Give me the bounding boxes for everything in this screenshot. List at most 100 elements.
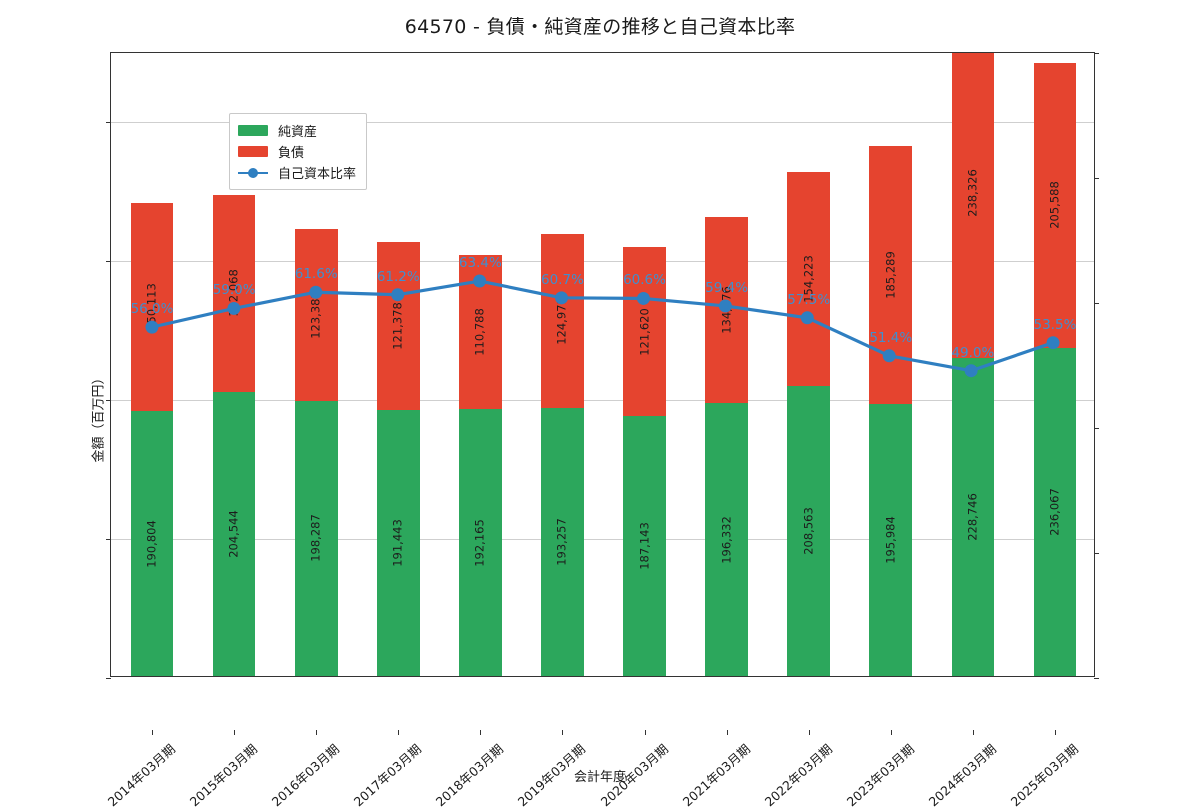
x-tick-mark xyxy=(1054,730,1056,735)
bar-segment-debt[interactable]: 205,588 xyxy=(1033,62,1077,349)
x-tick-mark xyxy=(152,730,154,735)
x-tick-mark xyxy=(562,730,564,735)
y-tick-mark-right xyxy=(1094,678,1099,679)
legend-line-marker-icon xyxy=(238,167,268,178)
bar-segment-debt[interactable]: 150,113 xyxy=(130,202,174,411)
x-tick-label: 2017年03月期 xyxy=(350,741,425,810)
ratio-marker[interactable] xyxy=(145,320,159,334)
bar-segment-equity[interactable]: 187,143 xyxy=(623,416,666,676)
bar-group[interactable]: 228,746 238,326 xyxy=(951,53,995,676)
bar-segment-equity[interactable]: 193,257 xyxy=(541,407,584,676)
ratio-value-label: 53.5% xyxy=(1033,316,1077,333)
plot-inner: 190,804 150,113 204,544 142,068 198,287 123,3… xyxy=(111,53,1094,676)
y-tick-mark-right xyxy=(1094,53,1099,54)
bar-segment-equity[interactable]: 195,984 xyxy=(869,403,913,676)
y-tick-mark-right xyxy=(1094,428,1099,429)
bar-segment-debt[interactable]: 123,385 xyxy=(294,229,338,401)
ratio-marker[interactable] xyxy=(555,291,569,305)
bar-segment-debt[interactable]: 142,068 xyxy=(212,194,256,392)
legend-item-label: 自己資本比率 xyxy=(278,167,357,182)
chart-title: 64570 - 負債・純資産の推移と自己資本比率 xyxy=(404,16,796,38)
x-tick-label: 2021年03月期 xyxy=(679,741,753,810)
ratio-marker[interactable] xyxy=(800,311,814,325)
chart-legend: 純資産負債自己資本比率 xyxy=(229,113,368,190)
x-tick-label: 2025年03月期 xyxy=(1007,741,1081,810)
bar-segment-equity[interactable]: 190,804 xyxy=(130,411,174,676)
bar-segment-equity[interactable]: 228,746 xyxy=(951,358,995,676)
bar-segment-debt[interactable]: 124,971 xyxy=(541,234,584,408)
ratio-marker[interactable] xyxy=(227,301,241,315)
x-tick-label: 2023年03月期 xyxy=(843,741,917,810)
x-tick-mark xyxy=(480,730,482,735)
x-tick-label: 2015年03月期 xyxy=(186,741,261,810)
bar-group[interactable]: 198,287 123,385 xyxy=(294,229,338,676)
ratio-value-label: 60.7% xyxy=(541,271,584,288)
ratio-marker[interactable] xyxy=(473,274,487,288)
ratio-marker[interactable] xyxy=(718,299,732,313)
x-tick-label: 2014年03月期 xyxy=(104,741,179,810)
x-tick-label: 2016年03月期 xyxy=(268,741,343,810)
ratio-value-label: 63.4% xyxy=(458,254,502,271)
gridline xyxy=(111,122,1094,124)
y-tick-mark-left xyxy=(106,539,111,541)
x-tick-mark xyxy=(890,730,892,735)
bar-segment-equity[interactable]: 236,067 xyxy=(1033,348,1077,676)
bar-segment-equity[interactable]: 204,544 xyxy=(212,391,256,676)
x-tick-mark xyxy=(234,730,236,735)
ratio-value-label: 56.0% xyxy=(130,301,174,317)
gridline xyxy=(111,400,1094,402)
y-tick-mark-right xyxy=(1094,178,1099,179)
ratio-value-label: 51.4% xyxy=(869,329,913,346)
y-tick-mark-left xyxy=(106,122,111,124)
ratio-value-label: 60.6% xyxy=(623,272,666,289)
bar-group[interactable]: 193,257 124,971 xyxy=(541,234,584,676)
ratio-value-label: 61.2% xyxy=(376,268,420,285)
bar-group[interactable]: 204,544 142,068 xyxy=(212,194,256,676)
y-tick-mark-right xyxy=(1094,553,1099,554)
legend-swatch-icon xyxy=(238,125,268,136)
y-tick-mark-left xyxy=(106,678,111,679)
y-tick-mark-right xyxy=(1094,303,1099,304)
legend-item[interactable]: 純資産 xyxy=(238,120,356,141)
bar-segment-debt[interactable]: 238,326 xyxy=(951,53,995,359)
bar-group[interactable]: 236,067 205,588 xyxy=(1033,62,1077,676)
bar-segment-equity[interactable]: 196,332 xyxy=(705,403,748,676)
ratio-value-label: 61.6% xyxy=(294,266,338,282)
bar-segment-equity[interactable]: 192,165 xyxy=(459,409,502,676)
bar-segment-equity[interactable]: 191,443 xyxy=(376,410,420,676)
gridline xyxy=(111,539,1094,541)
x-tick-mark xyxy=(726,730,728,735)
ratio-marker[interactable] xyxy=(882,349,896,363)
x-tick-label: 2018年03月期 xyxy=(433,741,507,810)
ratio-value-label: 57.5% xyxy=(787,291,831,308)
bar-segment-equity[interactable]: 198,287 xyxy=(294,400,338,676)
ratio-marker[interactable] xyxy=(309,285,323,299)
y-tick-mark-left xyxy=(106,400,111,402)
ratio-marker[interactable] xyxy=(391,288,405,302)
ratio-marker[interactable] xyxy=(964,364,978,378)
bar-segment-debt[interactable]: 121,378 xyxy=(376,241,420,411)
legend-item[interactable]: 自己資本比率 xyxy=(238,162,356,183)
bar-group[interactable]: 187,143 121,620 xyxy=(623,247,666,676)
x-tick-mark xyxy=(644,730,646,735)
legend-item[interactable]: 負債 xyxy=(238,141,356,162)
bar-segment-debt[interactable]: 121,620 xyxy=(623,247,666,417)
x-tick-mark xyxy=(398,730,400,735)
ratio-value-label: 59.4% xyxy=(705,279,749,296)
bar-group[interactable]: 208,563 154,223 xyxy=(787,172,831,676)
ratio-line xyxy=(151,279,1054,373)
plot-area: 190,804 150,113 204,544 142,068 198,287 123,3… xyxy=(92,52,1099,809)
bar-group[interactable]: 191,443 121,378 xyxy=(376,241,420,676)
gridline xyxy=(111,261,1094,263)
bar-group[interactable]: 190,804 150,113 xyxy=(130,202,174,676)
ratio-value-label: 59.0% xyxy=(212,282,256,299)
x-tick-mark xyxy=(808,730,810,735)
ratio-marker[interactable] xyxy=(1046,336,1060,350)
legend-item-label: 負債 xyxy=(278,146,305,161)
ratio-marker[interactable] xyxy=(636,291,650,305)
bar-segment-debt[interactable]: 154,223 xyxy=(787,172,831,387)
x-tick-mark xyxy=(972,730,974,735)
y-axis-title-left: 金額（百万円） xyxy=(91,371,107,463)
bar-segment-equity[interactable]: 208,563 xyxy=(787,386,831,676)
